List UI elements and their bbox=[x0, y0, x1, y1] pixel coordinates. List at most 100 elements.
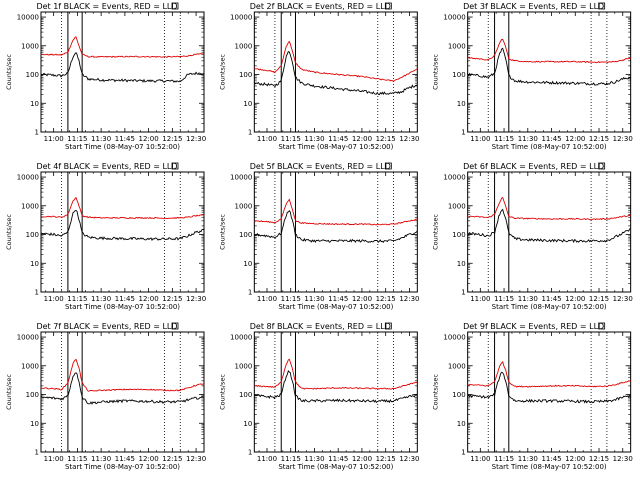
y-tick-label: 10 bbox=[243, 260, 252, 268]
y-axis-label: Counts/sec bbox=[218, 214, 226, 250]
y-axis-label: Counts/sec bbox=[432, 214, 440, 250]
lld-series-line bbox=[40, 36, 205, 58]
y-tick-label: 100 bbox=[239, 71, 252, 79]
y-tick-label: 100 bbox=[452, 71, 465, 79]
x-tick-label: 12:00 bbox=[139, 295, 159, 303]
x-axis-label: Start Time (08-May-07 10:52:00) bbox=[492, 463, 607, 471]
x-tick-label: 11:00 bbox=[44, 295, 64, 303]
panel-det-6: Det 6f BLACK = Events, RED = LLD 1 10 100 10… bbox=[432, 162, 633, 311]
x-axis-label: Start Time (08-May-07 10:52:00) bbox=[65, 303, 180, 311]
y-tick-label: 100 bbox=[26, 391, 39, 399]
events-series-line bbox=[467, 47, 632, 86]
x-tick-label: 12:00 bbox=[139, 135, 159, 143]
panel-title: Det 2f BLACK = Events, RED = LLD bbox=[250, 2, 391, 11]
lld-series-line bbox=[467, 361, 631, 388]
events-series-line bbox=[467, 208, 631, 244]
panel-det-4: Det 4f BLACK = Events, RED = LLD 1 10 100 10… bbox=[5, 162, 206, 311]
x-tick-label: 11:45 bbox=[115, 295, 135, 303]
y-tick-label: 1000 bbox=[448, 202, 466, 210]
x-tick-label: 11:15 bbox=[67, 455, 87, 463]
panel-corner-box bbox=[598, 2, 606, 10]
x-tick-label: 12:30 bbox=[399, 135, 419, 143]
x-tick-label: 12:15 bbox=[162, 455, 182, 463]
x-axis-label: Start Time (08-May-07 10:52:00) bbox=[65, 143, 180, 151]
lld-series-line bbox=[254, 198, 418, 226]
panel-det-1: Det 1f BLACK = Events, RED = LLD 1 10 100 10… bbox=[5, 2, 206, 151]
x-axis-label: Start Time (08-May-07 10:52:00) bbox=[492, 303, 607, 311]
y-tick-label: 10 bbox=[30, 100, 39, 108]
y-tick-label: 1 bbox=[461, 449, 465, 457]
y-tick-label: 1000 bbox=[21, 362, 39, 370]
x-tick-label: 11:45 bbox=[541, 455, 561, 463]
y-tick-label: 10 bbox=[457, 100, 466, 108]
x-tick-label: 11:00 bbox=[44, 455, 64, 463]
lld-series-line bbox=[254, 40, 418, 82]
x-tick-label: 12:30 bbox=[186, 135, 206, 143]
x-tick-label: 11:30 bbox=[304, 295, 324, 303]
y-tick-label: 1 bbox=[248, 289, 252, 297]
y-tick-label: 10000 bbox=[443, 14, 465, 22]
x-tick-label: 12:00 bbox=[352, 455, 372, 463]
y-tick-label: 10000 bbox=[230, 14, 252, 22]
y-axis-label: Counts/sec bbox=[5, 214, 13, 250]
y-tick-label: 1 bbox=[248, 129, 252, 137]
x-tick-label: 11:45 bbox=[115, 455, 135, 463]
plot-frame bbox=[253, 11, 418, 133]
x-tick-label: 12:00 bbox=[352, 295, 372, 303]
y-tick-label: 1 bbox=[35, 129, 39, 137]
x-tick-label: 11:15 bbox=[494, 135, 514, 143]
panel-corner-box bbox=[384, 162, 392, 170]
panel-title: Det 5f BLACK = Events, RED = LLD bbox=[250, 162, 391, 171]
x-tick-label: 12:00 bbox=[139, 455, 159, 463]
events-series-line bbox=[467, 371, 632, 404]
events-series-line bbox=[40, 51, 204, 83]
panel-det-5: Det 5f BLACK = Events, RED = LLD 1 10 100 10… bbox=[218, 162, 419, 311]
x-tick-label: 11:00 bbox=[257, 455, 277, 463]
plot-frame bbox=[253, 331, 418, 453]
lld-series-line bbox=[40, 196, 205, 220]
events-series-line bbox=[40, 372, 205, 405]
y-tick-label: 10 bbox=[457, 260, 466, 268]
x-tick-label: 12:15 bbox=[162, 295, 182, 303]
y-tick-label: 100 bbox=[452, 391, 465, 399]
y-tick-label: 10 bbox=[457, 420, 466, 428]
events-series-line bbox=[253, 210, 418, 244]
x-tick-label: 12:00 bbox=[565, 455, 585, 463]
y-axis-label: Counts/sec bbox=[5, 54, 13, 90]
panel-title: Det 4f BLACK = Events, RED = LLD bbox=[36, 162, 177, 171]
y-axis-label: Counts/sec bbox=[432, 374, 440, 410]
panel-det-2: Det 2f BLACK = Events, RED = LLD 1 10 100 10… bbox=[218, 2, 419, 151]
panel-corner-box bbox=[598, 322, 606, 330]
x-tick-label: 11:30 bbox=[91, 455, 111, 463]
y-tick-label: 10 bbox=[30, 420, 39, 428]
x-tick-label: 11:45 bbox=[115, 135, 135, 143]
y-tick-label: 10000 bbox=[230, 334, 252, 342]
x-tick-label: 11:30 bbox=[518, 135, 538, 143]
x-tick-label: 11:30 bbox=[304, 135, 324, 143]
y-axis-label: Counts/sec bbox=[432, 54, 440, 90]
x-tick-label: 11:15 bbox=[67, 135, 87, 143]
x-tick-label: 11:30 bbox=[91, 295, 111, 303]
plot-frame bbox=[467, 11, 632, 133]
x-tick-label: 11:00 bbox=[257, 135, 277, 143]
y-tick-label: 1000 bbox=[235, 362, 253, 370]
plot-frame bbox=[253, 171, 418, 293]
y-tick-label: 100 bbox=[26, 71, 39, 79]
y-axis-label: Counts/sec bbox=[218, 54, 226, 90]
panel-title: Det 9f BLACK = Events, RED = LLD bbox=[463, 322, 604, 331]
x-tick-label: 11:45 bbox=[328, 135, 348, 143]
x-tick-label: 11:15 bbox=[281, 135, 301, 143]
x-tick-label: 11:15 bbox=[67, 295, 87, 303]
y-tick-label: 10000 bbox=[443, 334, 465, 342]
panel-title: Det 7f BLACK = Events, RED = LLD bbox=[36, 322, 177, 331]
panel-det-7: Det 7f BLACK = Events, RED = LLD 1 10 100 10… bbox=[5, 322, 206, 471]
x-tick-label: 11:15 bbox=[494, 295, 514, 303]
lld-series-line bbox=[254, 358, 418, 390]
x-tick-label: 12:30 bbox=[186, 295, 206, 303]
x-tick-label: 12:15 bbox=[376, 295, 396, 303]
x-tick-label: 12:15 bbox=[376, 135, 396, 143]
lld-series-line bbox=[41, 358, 205, 392]
panel-corner-box bbox=[171, 2, 179, 10]
panel-corner-box bbox=[171, 322, 179, 330]
